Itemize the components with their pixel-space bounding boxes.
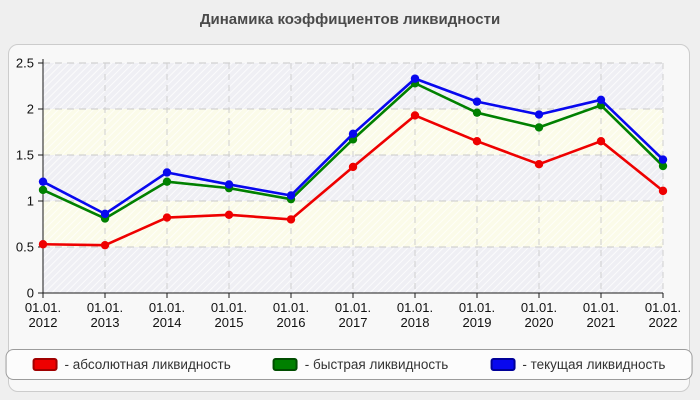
data-point-absolute-liquidity: [658, 186, 668, 196]
legend-item-current-liquidity: - текущая ликвидность: [490, 357, 665, 372]
x-tick-label: 01.01. 2013: [87, 300, 123, 330]
x-tick-label: 01.01. 2022: [645, 300, 681, 330]
data-point-absolute-liquidity: [534, 160, 544, 169]
data-point-current-liquidity: [100, 209, 110, 219]
legend-label-quick-liquidity: - быстрая ликвидность: [304, 357, 449, 372]
data-point-current-liquidity: [596, 95, 606, 104]
page-title: Динамика коэффициентов ликвидности: [199, 11, 501, 28]
legend-swatch-quick-liquidity: [272, 358, 298, 371]
data-point-absolute-liquidity: [286, 215, 296, 224]
chart-svg: 0 0.5 1 1.5 2 2.5 01.01. 2012 01.01. 2013 01.01. 20…: [16, 56, 681, 331]
data-point-current-liquidity: [410, 74, 420, 83]
chart-panel: 0 0.5 1 1.5 2 2.5 01.01. 2012 01.01. 2013 01.01. 20…: [5, 44, 693, 392]
x-tick-label: 01.01. 2018: [397, 300, 433, 330]
data-point-current-liquidity: [224, 180, 234, 189]
data-point-absolute-liquidity: [38, 240, 48, 249]
legend-item-quick-liquidity: - быстрая ликвидность: [272, 357, 449, 372]
data-point-current-liquidity: [162, 168, 172, 177]
legend-item-absolute-liquidity: - абсолютная ликвидность: [32, 357, 231, 372]
legend-label-absolute-liquidity: - абсолютная ликвидность: [64, 357, 231, 372]
data-point-absolute-liquidity: [410, 111, 420, 120]
y-tick-label: 1: [27, 194, 34, 209]
data-point-current-liquidity: [38, 177, 48, 186]
x-tick-label: 01.01. 2020: [521, 300, 557, 330]
x-tick-label: 01.01. 2012: [25, 300, 61, 330]
x-tick-label: 01.01. 2016: [273, 300, 309, 330]
y-tick-label: 1.5: [16, 148, 34, 163]
x-tick-label: 01.01. 2014: [149, 300, 185, 330]
data-point-quick-liquidity: [472, 108, 482, 117]
y-tick-label: 0.5: [16, 240, 34, 255]
data-point-absolute-liquidity: [348, 162, 358, 172]
legend-label-current-liquidity: - текущая ликвидность: [522, 357, 666, 372]
data-point-quick-liquidity: [658, 161, 668, 171]
data-point-current-liquidity: [286, 191, 296, 200]
data-point-absolute-liquidity: [100, 240, 110, 250]
data-point-current-liquidity: [658, 155, 668, 164]
legend: - абсолютная ликвидность - быстрая ликвид…: [5, 349, 693, 380]
data-point-quick-liquidity: [534, 123, 544, 132]
data-point-quick-liquidity: [162, 177, 172, 186]
x-tick-label: 01.01. 2021: [583, 300, 619, 330]
y-tick-label: 2: [27, 102, 34, 117]
x-tick-label: 01.01. 2017: [335, 300, 371, 330]
legend-swatch-absolute-liquidity: [32, 358, 58, 371]
data-point-quick-liquidity: [38, 185, 48, 195]
data-point-absolute-liquidity: [472, 137, 482, 146]
y-tick-label: 0: [27, 286, 34, 301]
data-point-current-liquidity: [534, 110, 544, 119]
x-tick-label: 01.01. 2019: [459, 300, 495, 330]
data-point-current-liquidity: [472, 97, 482, 106]
data-point-absolute-liquidity: [596, 137, 606, 146]
y-tick-label: 2.5: [16, 56, 34, 71]
data-point-absolute-liquidity: [162, 213, 172, 222]
data-point-current-liquidity: [348, 129, 358, 139]
data-point-absolute-liquidity: [224, 210, 234, 219]
legend-swatch-current-liquidity: [490, 358, 516, 371]
x-tick-label: 01.01. 2015: [211, 300, 247, 330]
